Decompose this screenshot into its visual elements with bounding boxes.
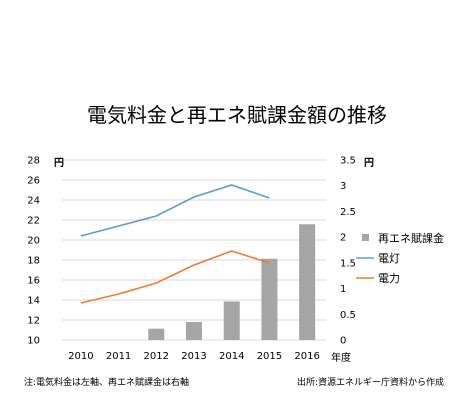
- left-tick-label: 26: [27, 176, 40, 187]
- right-tick-label: 0.5: [340, 310, 356, 321]
- bar: [148, 328, 165, 340]
- left-tick-label: 12: [27, 316, 40, 327]
- x-tick-label: 2011: [106, 351, 131, 362]
- left-tick-label: 22: [27, 216, 40, 227]
- lines: [80, 184, 270, 304]
- legend-label: 電灯: [378, 252, 400, 265]
- note-left: 注:電気料金は左軸、再エネ賦課金は右軸: [24, 376, 189, 388]
- x-axis-label: 年度: [331, 351, 351, 364]
- legend-swatch: [362, 234, 369, 241]
- x-tick-label: 2013: [181, 351, 206, 362]
- left-tick-label: 20: [27, 236, 40, 247]
- right-tick-label: 3.5: [340, 156, 356, 167]
- right-tick-label: 3: [340, 181, 346, 192]
- bar: [261, 258, 278, 340]
- right-tick-label: 1: [340, 284, 346, 295]
- bar: [299, 224, 316, 340]
- left-axis-unit: 円: [54, 157, 64, 169]
- legend-label: 再エネ賦課金: [378, 231, 444, 245]
- x-tick-label: 2014: [219, 351, 244, 362]
- chart-title: 電気料金と再エネ賦課金額の推移: [87, 103, 387, 127]
- right-axis-unit: 円: [364, 157, 374, 169]
- right-tick-label: 1.5: [340, 258, 356, 269]
- bar: [186, 322, 202, 340]
- left-tick-label: 28: [27, 156, 40, 167]
- x-tick-label: 2015: [257, 351, 282, 362]
- x-axis: 2010 2011 2012 2013 2014 2015 2016: [68, 351, 320, 362]
- left-tick-label: 18: [27, 256, 40, 267]
- left-axis: 10 12 14 16 18 20 22 24 26 28: [27, 156, 40, 347]
- x-tick-label: 2016: [294, 351, 319, 362]
- grid: [62, 159, 326, 341]
- x-tick-label: 2010: [68, 351, 93, 362]
- left-tick-label: 14: [27, 296, 40, 307]
- right-tick-label: 2.5: [340, 207, 356, 218]
- bars: [148, 224, 316, 340]
- series-line: [80, 250, 270, 304]
- x-tick-label: 2012: [144, 351, 169, 362]
- right-tick-label: 2: [340, 233, 346, 244]
- bar: [223, 301, 240, 340]
- left-tick-label: 10: [27, 336, 40, 347]
- left-tick-label: 16: [27, 276, 40, 287]
- right-tick-label: 0: [340, 336, 346, 347]
- series-line: [80, 184, 270, 237]
- legend-label: 電力: [378, 272, 400, 285]
- left-tick-label: 24: [27, 196, 40, 207]
- note-right: 出所:資源エネルギー庁資料から作成: [297, 376, 444, 388]
- right-axis: 0 0.5 1 1.5 2 2.5 3 3.5: [340, 156, 356, 347]
